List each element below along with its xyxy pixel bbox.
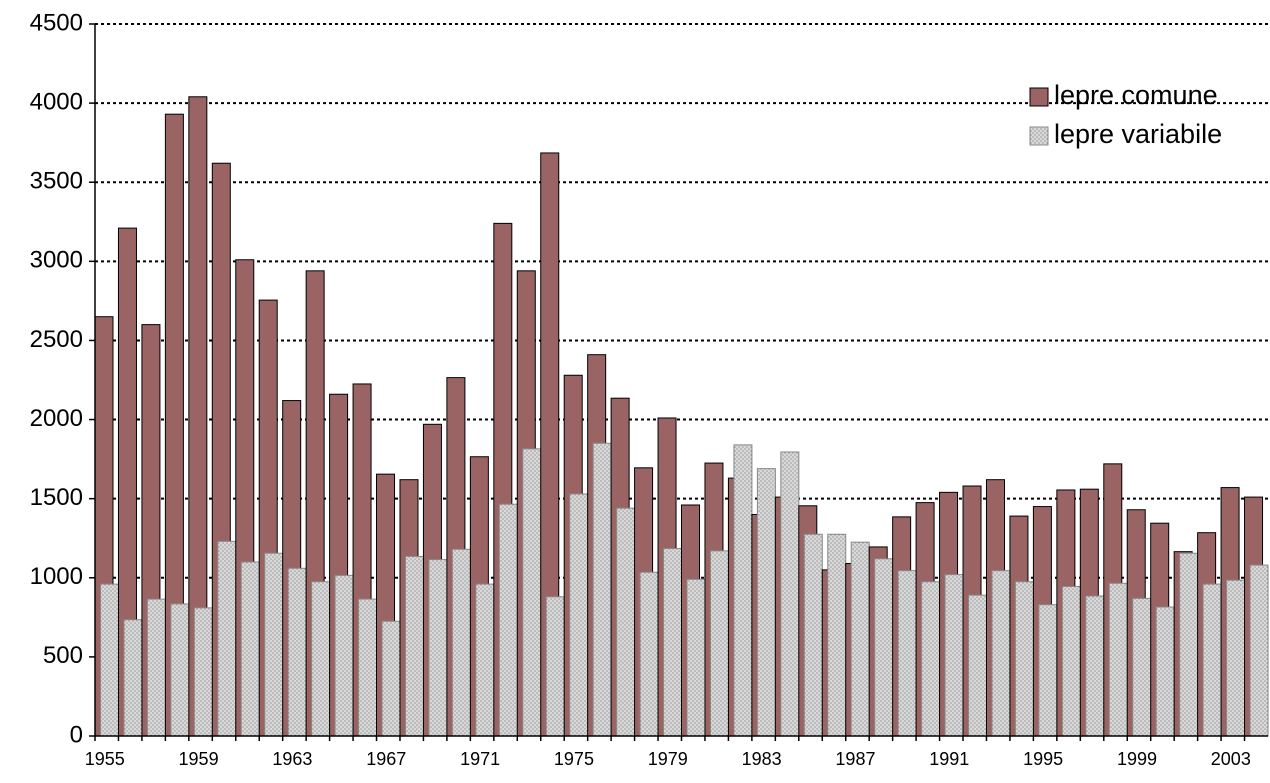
bar xyxy=(1132,597,1152,737)
x-tick-label: 1967 xyxy=(366,749,406,769)
y-tick-label: 2500 xyxy=(30,326,83,353)
y-tick-label: 1000 xyxy=(30,563,83,590)
legend-label: lepre comune xyxy=(1054,80,1218,110)
bar xyxy=(897,570,917,737)
bar xyxy=(780,451,800,737)
bar xyxy=(146,598,166,737)
x-tick-label: 1995 xyxy=(1023,749,1063,769)
bar xyxy=(193,607,213,737)
bar xyxy=(968,594,988,737)
x-tick-label: 1963 xyxy=(272,749,312,769)
bar xyxy=(264,552,284,737)
legend-label: lepre variabile xyxy=(1054,119,1222,149)
y-tick-label: 500 xyxy=(43,642,83,669)
bar xyxy=(827,533,847,737)
y-tick-label: 1500 xyxy=(30,484,83,511)
y-tick-label: 3000 xyxy=(30,247,83,274)
bar xyxy=(663,548,683,737)
bar xyxy=(1202,583,1222,737)
x-tick-label: 1979 xyxy=(648,749,688,769)
bar xyxy=(686,578,706,737)
y-tick-label: 3500 xyxy=(30,168,83,195)
x-tick-label: 1955 xyxy=(85,749,125,769)
bar xyxy=(944,574,964,737)
bar xyxy=(991,570,1011,737)
bar xyxy=(451,548,471,737)
bar xyxy=(1249,564,1269,737)
bars xyxy=(94,96,1269,737)
y-tick-label: 0 xyxy=(70,721,83,748)
bar xyxy=(287,567,307,737)
bar xyxy=(639,571,659,737)
bar xyxy=(921,581,941,737)
bar xyxy=(1061,585,1081,737)
legend: lepre comune lepre variabile xyxy=(1029,80,1222,149)
y-tick-label: 4000 xyxy=(30,88,83,115)
bar xyxy=(874,558,894,737)
x-tick-label: 1991 xyxy=(929,749,969,769)
bar xyxy=(1179,552,1199,737)
axes: 0 500 1000 1500 2000 2500 3000 3500 4000 4500 1955… xyxy=(30,9,1268,769)
bar xyxy=(592,442,612,737)
x-tick-label: 1999 xyxy=(1117,749,1157,769)
bar xyxy=(850,541,870,737)
bar xyxy=(1226,579,1246,737)
bar xyxy=(733,444,753,737)
legend-swatch xyxy=(1029,126,1049,146)
bar xyxy=(170,603,190,737)
bar xyxy=(123,619,143,737)
y-tick-label: 2000 xyxy=(30,405,83,432)
bar xyxy=(217,540,237,737)
x-tick-label: 2003 xyxy=(1211,749,1251,769)
legend-swatch xyxy=(1029,87,1049,107)
bar xyxy=(240,561,260,737)
bar xyxy=(498,503,518,737)
bar xyxy=(475,583,495,737)
bar xyxy=(616,507,636,737)
bar xyxy=(1014,581,1034,737)
bar xyxy=(381,620,401,737)
x-tick-label: 1971 xyxy=(460,749,500,769)
x-tick-label: 1987 xyxy=(835,749,875,769)
bar xyxy=(569,493,589,737)
bar xyxy=(100,583,119,737)
bar xyxy=(756,468,776,737)
bar xyxy=(545,596,565,737)
bar xyxy=(522,448,542,737)
bar xyxy=(709,550,729,737)
bar xyxy=(1038,604,1058,737)
bar xyxy=(358,598,378,737)
bar xyxy=(803,533,823,737)
x-tick-label: 1975 xyxy=(554,749,594,769)
bar xyxy=(428,559,448,737)
bar xyxy=(404,555,424,737)
bar xyxy=(311,581,331,737)
y-tick-label: 4500 xyxy=(30,9,83,36)
x-tick-label: 1983 xyxy=(742,749,782,769)
bar xyxy=(1155,606,1175,737)
bar xyxy=(1108,582,1128,737)
x-tick-label: 1959 xyxy=(179,749,219,769)
bar xyxy=(334,574,354,737)
bar xyxy=(1085,595,1105,737)
